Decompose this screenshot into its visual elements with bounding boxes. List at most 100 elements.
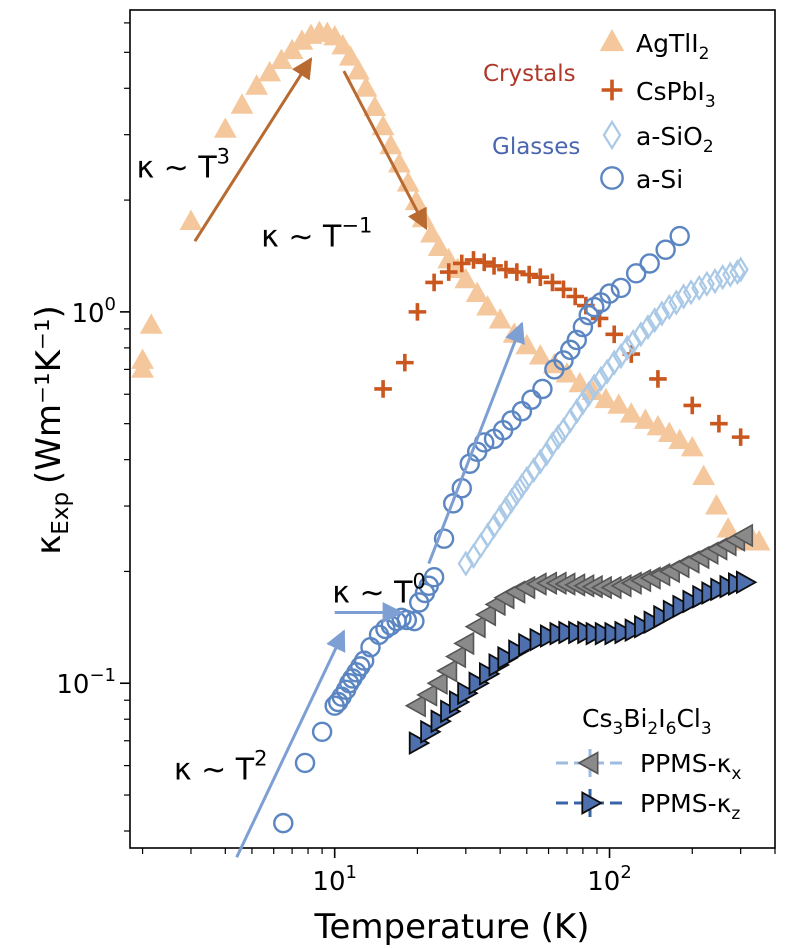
data-point — [691, 274, 708, 302]
data-point — [179, 209, 203, 231]
data-point — [508, 263, 526, 281]
data-point — [444, 644, 467, 669]
legend-marker — [601, 79, 623, 101]
data-point — [574, 389, 592, 416]
legend-label: a-SiO2 — [636, 122, 714, 157]
data-point — [572, 316, 594, 338]
data-point — [311, 721, 333, 743]
compound-element: I — [658, 704, 665, 733]
compound-element: Cs — [582, 704, 612, 733]
trend-arrow — [193, 57, 313, 243]
data-point — [139, 313, 163, 334]
legend: AgTlI2CsPbI3a-SiO2a-SiCrystalsGlassesCs3… — [483, 29, 741, 824]
data-point — [549, 424, 567, 451]
data-point — [592, 365, 609, 392]
data-point — [692, 464, 716, 486]
data-point — [513, 472, 531, 499]
x-tick-base: 10 — [587, 867, 620, 897]
trend-label-exp: 0 — [412, 569, 425, 593]
data-point — [465, 281, 489, 303]
x-axis-label: Temperature (K) — [313, 907, 589, 947]
data-point — [682, 279, 700, 306]
data-point — [273, 812, 294, 834]
data-point — [464, 614, 486, 639]
data-point — [529, 627, 552, 652]
data-point — [680, 435, 704, 457]
y-axis-label-unit: (Wm⁻¹K⁻¹) — [29, 305, 69, 484]
axis-ticks — [120, 22, 776, 858]
data-point — [599, 283, 620, 304]
data-point — [580, 381, 597, 408]
data-point — [532, 378, 553, 400]
compound-label: Cs3Bi2I6Cl3 — [582, 704, 712, 739]
trend-arrow — [427, 321, 525, 565]
compound-element: Cl — [676, 704, 700, 733]
data-point — [408, 303, 427, 321]
data-point — [479, 522, 496, 549]
data-point — [653, 300, 670, 327]
legend-label: CsPbI3 — [636, 77, 716, 112]
data-point — [607, 393, 631, 414]
data-point — [485, 257, 503, 275]
data-point — [555, 362, 579, 383]
data-point — [420, 222, 443, 243]
legend-label-main: a-SiO — [636, 122, 703, 151]
data-point — [339, 673, 360, 694]
data-point — [338, 45, 362, 66]
data-point — [716, 517, 740, 538]
series-PPMS-κx — [404, 523, 754, 718]
data-point — [439, 263, 458, 281]
data-point — [625, 328, 642, 356]
data-point — [639, 253, 660, 274]
legend-label-main: AgTlI — [636, 29, 699, 58]
data-point — [619, 334, 636, 361]
y-tick-label: 10−1 — [56, 665, 116, 700]
compound-element: Bi — [623, 704, 647, 733]
data-point — [290, 29, 314, 50]
data-point — [705, 494, 728, 515]
compound-subscript: 3 — [701, 719, 712, 739]
data-point — [532, 448, 549, 475]
data-point — [657, 421, 681, 443]
data-point — [454, 267, 478, 289]
data-point — [396, 353, 414, 372]
data-point — [426, 671, 448, 696]
trend-label-exp: 2 — [254, 747, 267, 771]
legend-label-sub: 2 — [699, 44, 710, 64]
y-tick-exp: 0 — [105, 294, 116, 315]
trend-label-base: κ ∼ T — [261, 219, 342, 254]
legend-marker — [581, 791, 603, 815]
data-point — [427, 235, 451, 256]
data-point — [610, 277, 632, 299]
data-point — [729, 258, 746, 286]
data-point — [472, 532, 489, 559]
data-point — [408, 731, 431, 756]
data-point — [612, 343, 630, 370]
legend-marker — [602, 119, 622, 151]
data-point — [423, 566, 445, 588]
data-point — [374, 380, 392, 398]
data-point — [543, 273, 562, 292]
legend-marker — [600, 166, 624, 190]
compound-subscript: 2 — [647, 719, 658, 739]
y-axis-label: κExp (Wm⁻¹K⁻¹) — [29, 305, 74, 555]
data-point — [425, 273, 443, 292]
legend-marker — [577, 751, 599, 775]
data-point — [521, 389, 542, 410]
data-point — [544, 431, 561, 458]
data-point — [404, 693, 426, 718]
data-point — [404, 610, 425, 632]
data-point — [525, 456, 542, 484]
trend-label: κ ∼ T0 — [332, 569, 426, 610]
data-point — [646, 307, 663, 334]
data-point — [452, 254, 471, 273]
data-point — [371, 114, 395, 136]
series-PPMS-κz — [408, 570, 758, 756]
legend-label: AgTlI2 — [636, 29, 709, 64]
y-axis-label-symbol: κ — [29, 535, 69, 555]
data-point — [655, 239, 676, 260]
data-point — [476, 295, 499, 316]
data-point — [436, 659, 458, 683]
trend-arrow — [235, 629, 346, 858]
data-point — [698, 270, 715, 297]
